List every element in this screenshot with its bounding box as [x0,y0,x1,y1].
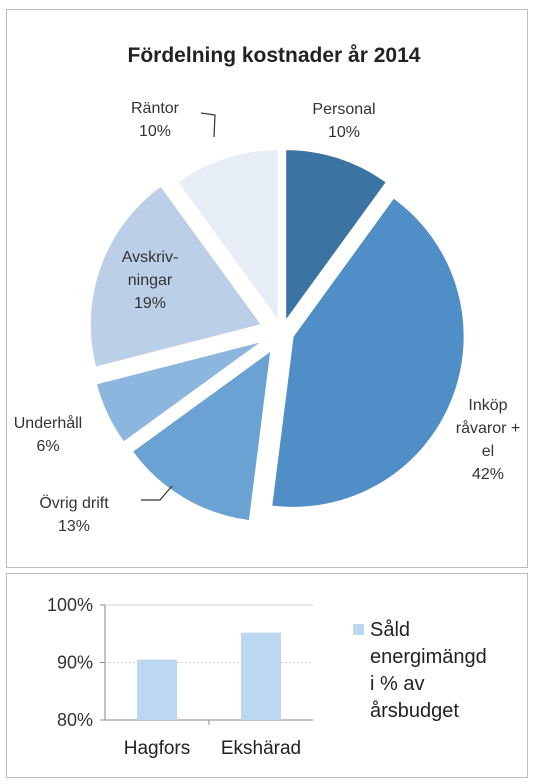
x-category-label: Hagfors [124,738,191,759]
pie-slice-personal [285,149,387,323]
bar-eksharad [241,632,281,720]
pie-label-personal: Personal 10% [312,101,375,141]
pie-chart-panel: Fördelning kostnader år 2014 Personal 10%… [6,9,528,568]
pie-slice-inkop [271,197,465,508]
y-tick-label: 100% [47,595,93,615]
pie-label-avskriv: Avskriv-ningar 19% [122,249,179,312]
pie-chart: Fördelning kostnader år 2014 Personal 10%… [14,44,520,535]
leader-line-ovrig-drift [141,485,173,501]
pie-slice-ovrigdrift [131,349,272,522]
y-tick-label: 90% [57,653,93,673]
pie-slice-avskriv [89,185,263,368]
y-tick-label: 80% [57,710,93,730]
x-category-label: Ekshärad [221,738,301,759]
bar-hagfors [137,659,177,720]
leader-line-rantor [200,112,216,138]
pie-label-rantor: Räntor 10% [131,100,180,140]
pie-chart-title: Fördelning kostnader år 2014 [128,44,421,67]
pie-slice-rantor [177,149,279,323]
legend-label: Såld energimängd i % av årsbudget [370,619,487,722]
bar-chart-panel: 80% 90% 100% Hagfors Ekshärad Såld energimängd… [6,573,528,778]
pie-slice-underhall [95,340,263,443]
pie-label-inkop: Inköp råvaror + el 42% [456,397,520,483]
pie-label-underhall: Underhåll 6% [14,414,82,455]
pie-label-ovrigdrift: Övrig drift 13% [39,494,109,535]
bar-chart: 80% 90% 100% Hagfors Ekshärad Såld energimängd… [47,595,487,759]
legend-swatch [353,624,364,635]
